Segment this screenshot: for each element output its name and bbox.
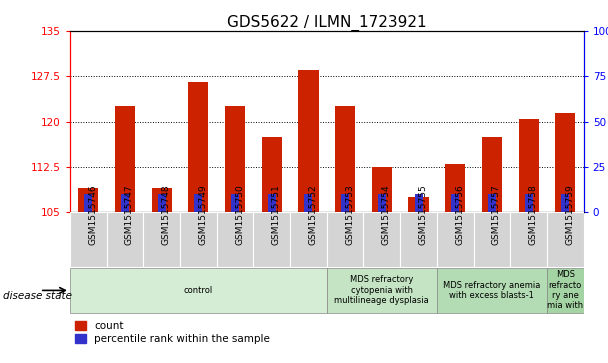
FancyBboxPatch shape	[180, 212, 216, 267]
FancyBboxPatch shape	[106, 212, 143, 267]
Bar	[371, 167, 392, 212]
FancyBboxPatch shape	[327, 268, 437, 313]
Bar	[525, 194, 533, 212]
FancyBboxPatch shape	[70, 212, 106, 267]
Bar	[305, 194, 313, 212]
Text: GSM1515753: GSM1515753	[345, 185, 354, 245]
Bar	[85, 194, 92, 212]
Text: GSM1515754: GSM1515754	[382, 185, 391, 245]
FancyBboxPatch shape	[547, 212, 584, 267]
FancyBboxPatch shape	[510, 212, 547, 267]
Bar	[445, 164, 465, 212]
Bar	[121, 194, 129, 212]
Bar	[78, 188, 98, 212]
Bar	[415, 194, 423, 212]
FancyBboxPatch shape	[290, 212, 327, 267]
Text: MDS refractory anemia
with excess blasts-1: MDS refractory anemia with excess blasts…	[443, 281, 541, 300]
FancyBboxPatch shape	[437, 268, 547, 313]
Bar	[335, 106, 355, 212]
Bar	[115, 106, 135, 212]
FancyBboxPatch shape	[364, 212, 400, 267]
FancyBboxPatch shape	[70, 268, 327, 313]
Text: GSM1515752: GSM1515752	[308, 185, 317, 245]
Bar	[268, 194, 276, 212]
Bar	[488, 194, 496, 212]
Text: GSM1515749: GSM1515749	[198, 185, 207, 245]
Bar	[378, 194, 386, 212]
Text: GSM1515757: GSM1515757	[492, 185, 501, 245]
Bar	[561, 194, 569, 212]
FancyBboxPatch shape	[474, 212, 510, 267]
Bar	[555, 113, 575, 212]
Bar	[341, 194, 349, 212]
FancyBboxPatch shape	[216, 212, 254, 267]
Text: GSM1515746: GSM1515746	[88, 185, 97, 245]
FancyBboxPatch shape	[327, 212, 364, 267]
Bar	[409, 197, 429, 212]
Bar	[261, 137, 282, 212]
FancyBboxPatch shape	[547, 268, 584, 313]
Text: GSM1515758: GSM1515758	[528, 185, 537, 245]
Bar	[151, 188, 171, 212]
Text: GSM1515756: GSM1515756	[455, 185, 465, 245]
Bar	[231, 194, 239, 212]
Text: GSM1515747: GSM1515747	[125, 185, 134, 245]
Text: GSM1515748: GSM1515748	[162, 185, 171, 245]
FancyBboxPatch shape	[254, 212, 290, 267]
Legend: count, percentile rank within the sample: count, percentile rank within the sample	[75, 321, 270, 344]
Title: GDS5622 / ILMN_1723921: GDS5622 / ILMN_1723921	[227, 15, 427, 31]
FancyBboxPatch shape	[437, 212, 474, 267]
Bar	[157, 194, 166, 212]
Bar	[482, 137, 502, 212]
Text: GSM1515750: GSM1515750	[235, 185, 244, 245]
Bar	[225, 106, 245, 212]
Bar	[299, 70, 319, 212]
Text: GSM1515759: GSM1515759	[565, 185, 575, 245]
FancyBboxPatch shape	[143, 212, 180, 267]
Text: MDS
refracto
ry ane
mia with: MDS refracto ry ane mia with	[547, 270, 584, 310]
Text: GSM1515755: GSM1515755	[418, 185, 427, 245]
Bar	[188, 82, 209, 212]
Bar	[519, 119, 539, 212]
Bar	[451, 194, 459, 212]
Text: control: control	[184, 286, 213, 295]
FancyBboxPatch shape	[400, 212, 437, 267]
Text: GSM1515751: GSM1515751	[272, 185, 281, 245]
Text: disease state: disease state	[3, 291, 72, 301]
Bar	[195, 194, 202, 212]
Text: MDS refractory
cytopenia with
multilineage dysplasia: MDS refractory cytopenia with multilinea…	[334, 276, 429, 305]
